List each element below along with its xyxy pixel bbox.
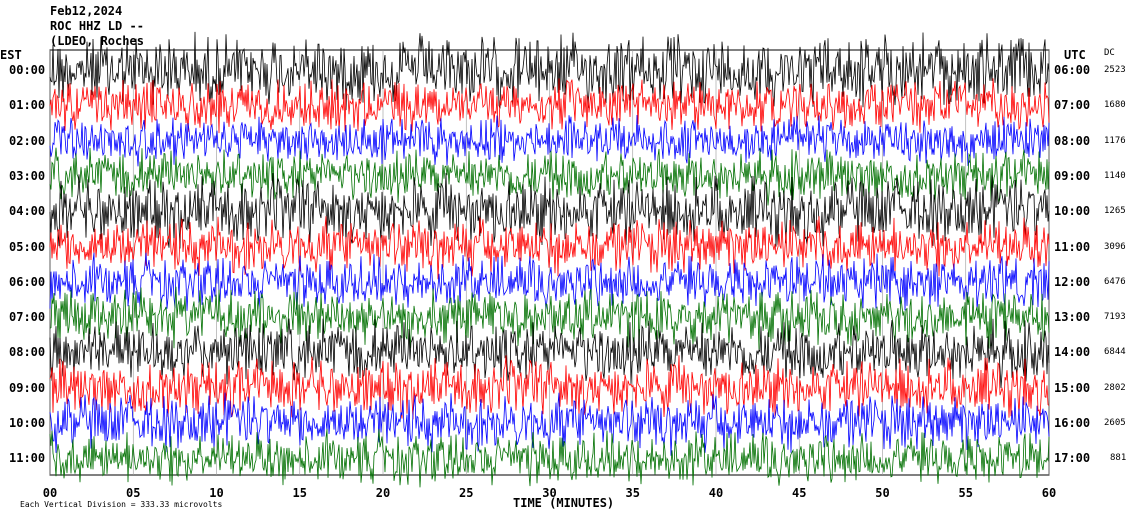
utc-tick-label: 15:00: [1054, 380, 1091, 395]
utc-tick-label: 14:00: [1054, 345, 1091, 360]
est-tick-label: 04:00: [9, 204, 46, 219]
dc-value: 1176: [1104, 135, 1126, 146]
footer-scale: Each Vertical Division = 333.33 microvol…: [20, 500, 223, 509]
trace-0100: [49, 78, 1050, 134]
utc-tick-label: 16:00: [1054, 416, 1091, 430]
est-tick-label: 01:00: [9, 98, 46, 113]
trace-1100: [49, 429, 1050, 488]
x-tick-label: 50: [875, 486, 890, 500]
x-tick-label: 30: [542, 486, 557, 500]
trace-0400: [49, 172, 1050, 249]
x-tick-label: 20: [375, 486, 391, 500]
chart-title: Feb12,2024: [50, 4, 123, 18]
est-tick-label: 02:00: [9, 133, 46, 148]
x-tick-label: 45: [792, 486, 807, 500]
utc-tick-label: 13:00: [1054, 310, 1091, 325]
x-tick-label: 60: [1041, 486, 1057, 500]
x-tick-label: 10: [209, 486, 224, 500]
x-axis-label: TIME (MINUTES): [513, 496, 615, 510]
station-label: ROC HHZ LD --: [50, 19, 144, 33]
trace-0700: [49, 286, 1050, 350]
est-tick-label: 06:00: [9, 274, 46, 289]
est-tick-label: 10:00: [9, 416, 46, 430]
utc-tick-label: 06:00: [1054, 63, 1091, 77]
utc-tick-label: 10:00: [1054, 204, 1091, 219]
dc-value: 1265: [1104, 206, 1126, 217]
utc-tick-label: 09:00: [1054, 168, 1091, 183]
dc-value: 1140: [1104, 170, 1126, 181]
dc-value: 7193: [1104, 312, 1126, 323]
est-tick-label: 03:00: [9, 168, 46, 183]
dc-value: 6476: [1104, 276, 1126, 287]
dc-value: 2605: [1104, 418, 1126, 428]
dc-value: 2802: [1104, 382, 1126, 393]
dc-value: 1680: [1104, 100, 1126, 111]
x-tick-label: 40: [708, 486, 724, 500]
utc-axis-label: UTC: [1064, 48, 1086, 62]
x-tick-label: 25: [459, 486, 474, 500]
trace-0900: [49, 355, 1050, 420]
est-tick-label: 08:00: [9, 345, 46, 360]
trace-0200: [49, 114, 1050, 167]
dc-value: 2523: [1104, 65, 1126, 75]
network-label: (LDEO, Roches: [50, 34, 144, 48]
est-tick-label: 09:00: [9, 380, 46, 395]
x-tick-label: 05: [126, 486, 141, 500]
dc-value: 3096: [1104, 241, 1126, 252]
x-tick-label: 35: [625, 486, 640, 500]
dc-value: 881: [1110, 453, 1127, 464]
trace-1000: [49, 392, 1050, 456]
dc-label: DC: [1104, 48, 1115, 58]
utc-tick-label: 08:00: [1054, 133, 1091, 148]
trace-0800: [49, 318, 1050, 388]
utc-tick-label: 12:00: [1054, 274, 1091, 289]
x-tick-label: 00: [42, 486, 58, 500]
est-tick-label: 00:00: [9, 63, 46, 77]
x-tick-label: 15: [292, 486, 307, 500]
dc-value: 6844: [1104, 347, 1126, 358]
utc-tick-label: 07:00: [1054, 98, 1091, 113]
trace-0500: [49, 216, 1050, 280]
trace-0300: [49, 147, 1050, 206]
est-tick-label: 05:00: [9, 239, 46, 254]
utc-tick-label: 17:00: [1054, 451, 1091, 466]
est-tick-label: 07:00: [9, 310, 46, 325]
est-tick-label: 11:00: [9, 451, 46, 466]
trace-0600: [49, 252, 1050, 311]
x-tick-label: 55: [958, 486, 973, 500]
trace-0000: [49, 31, 1050, 111]
est-axis-label: EST: [0, 48, 22, 62]
utc-tick-label: 11:00: [1054, 239, 1091, 254]
